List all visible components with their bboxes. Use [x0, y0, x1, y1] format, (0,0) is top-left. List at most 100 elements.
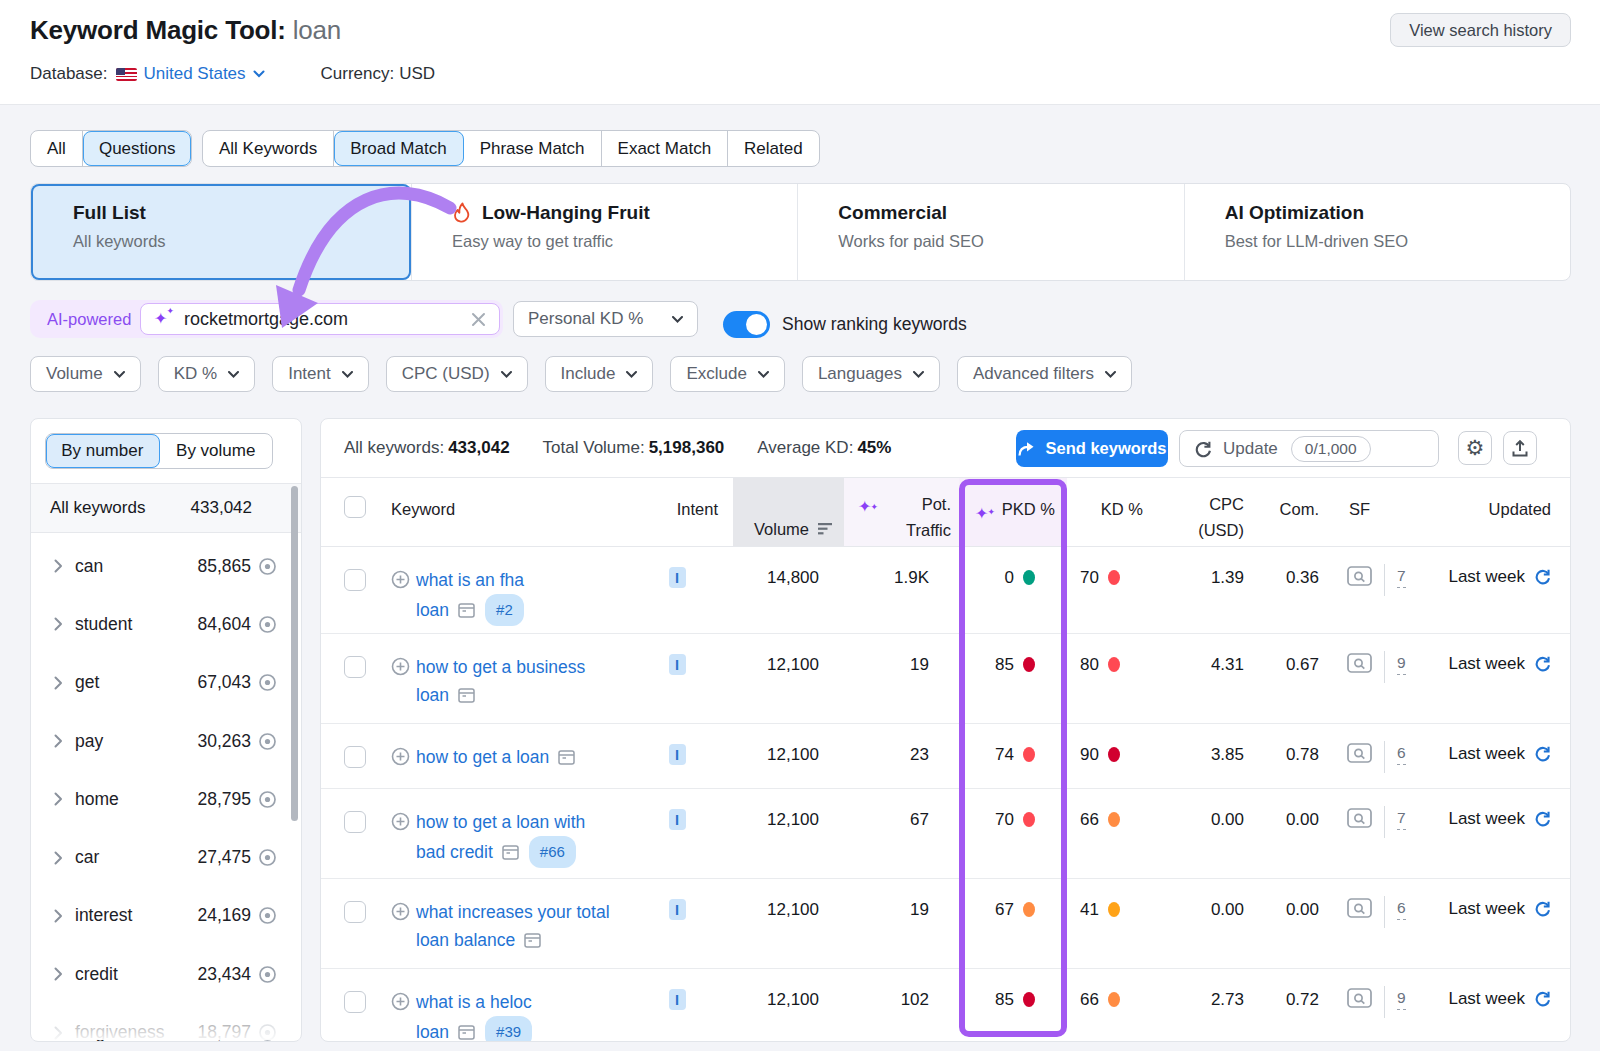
serp-icon[interactable] [458, 603, 475, 618]
filter-advanced-filters[interactable]: Advanced filters [957, 356, 1132, 392]
eye-icon[interactable] [258, 732, 277, 751]
keyword-link[interactable]: bad credit [416, 842, 493, 862]
row-checkbox[interactable] [344, 811, 366, 833]
preset-card-ai-optimization[interactable]: AI OptimizationBest for LLM-driven SEO [1184, 184, 1570, 280]
add-keyword-icon[interactable] [391, 747, 410, 766]
row-checkbox[interactable] [344, 991, 366, 1013]
filter-include[interactable]: Include [545, 356, 654, 392]
col-updated[interactable]: Updated [1431, 478, 1571, 546]
view-search-history-button[interactable]: View search history [1390, 13, 1571, 47]
refresh-icon[interactable] [1534, 990, 1551, 1007]
intent-badge[interactable]: I [669, 809, 686, 830]
serp-icon[interactable] [458, 688, 475, 703]
add-keyword-icon[interactable] [391, 570, 410, 589]
show-ranking-toggle[interactable] [723, 311, 770, 338]
ranking-position-badge[interactable]: #39 [485, 1016, 532, 1042]
intent-badge[interactable]: I [669, 899, 686, 920]
keyword-group-get[interactable]: get67,043 [31, 654, 301, 712]
keyword-link[interactable]: how to get a loan [416, 747, 549, 767]
tab-all[interactable]: All [31, 131, 83, 166]
col-keyword[interactable]: Keyword [367, 478, 621, 546]
eye-icon[interactable] [258, 906, 277, 925]
serp-preview-icon[interactable] [1347, 566, 1372, 586]
preset-card-commercial[interactable]: CommercialWorks for paid SEO [797, 184, 1183, 280]
keyword-link[interactable]: loan [416, 685, 449, 705]
intent-badge[interactable]: I [669, 989, 686, 1010]
serp-icon[interactable] [502, 845, 519, 860]
keyword-group-home[interactable]: home28,795 [31, 770, 301, 828]
row-checkbox[interactable] [344, 656, 366, 678]
settings-button[interactable]: ⚙ [1458, 431, 1492, 465]
keyword-link[interactable]: how to get a loan with [416, 812, 585, 832]
keyword-group-forgiveness[interactable]: forgiveness18,797 [31, 1003, 301, 1042]
search-input[interactable]: rocketmortgage.com [140, 303, 500, 335]
refresh-icon[interactable] [1534, 568, 1551, 585]
filter-exclude[interactable]: Exclude [670, 356, 784, 392]
keyword-link[interactable]: loan [416, 1022, 449, 1042]
refresh-icon[interactable] [1534, 810, 1551, 827]
refresh-icon[interactable] [1534, 900, 1551, 917]
filter-intent[interactable]: Intent [272, 356, 369, 392]
eye-icon[interactable] [258, 790, 277, 809]
sidebar-scrollbar[interactable] [291, 486, 298, 821]
filter-cpc-usd-[interactable]: CPC (USD) [386, 356, 528, 392]
sidebar-tab-by-number[interactable]: By number [46, 434, 160, 468]
intent-badge[interactable]: I [669, 567, 686, 588]
database-select[interactable]: United States [144, 64, 265, 84]
add-keyword-icon[interactable] [391, 992, 410, 1011]
keyword-link[interactable]: loan balance [416, 930, 515, 950]
preset-card-full-list[interactable]: Full ListAll keywords [31, 184, 411, 280]
keyword-group-student[interactable]: student84,604 [31, 595, 301, 653]
col-intent[interactable]: Intent [621, 478, 733, 546]
keyword-group-interest[interactable]: interest24,169 [31, 887, 301, 945]
filter-languages[interactable]: Languages [802, 356, 940, 392]
col-cpc[interactable]: CPC(USD) [1156, 478, 1256, 546]
row-checkbox[interactable] [344, 901, 366, 923]
serp-icon[interactable] [458, 1025, 475, 1040]
serp-preview-icon[interactable] [1347, 808, 1372, 828]
col-pot-traffic[interactable]: Pot.Traffic [844, 478, 959, 546]
serp-icon[interactable] [524, 933, 541, 948]
send-keywords-button[interactable]: Send keywords [1016, 430, 1168, 467]
intent-badge[interactable]: I [669, 744, 686, 765]
tab-all-keywords[interactable]: All Keywords [203, 131, 334, 166]
row-checkbox[interactable] [344, 746, 366, 768]
keyword-link[interactable]: how to get a business [416, 657, 585, 677]
keyword-link[interactable]: what increases your total [416, 902, 610, 922]
sf-count[interactable]: 7 [1397, 567, 1406, 588]
serp-preview-icon[interactable] [1347, 743, 1372, 763]
col-pkd[interactable]: PKD % [959, 478, 1067, 546]
eye-icon[interactable] [258, 848, 277, 867]
keyword-link[interactable]: loan [416, 600, 449, 620]
serp-preview-icon[interactable] [1347, 653, 1372, 673]
sf-count[interactable]: 6 [1397, 899, 1406, 920]
ranking-position-badge[interactable]: #2 [485, 594, 524, 626]
row-checkbox[interactable] [344, 569, 366, 591]
keyword-group-car[interactable]: car27,475 [31, 828, 301, 886]
clear-icon[interactable] [471, 312, 486, 327]
eye-icon[interactable] [258, 557, 277, 576]
sidebar-tab-by-volume[interactable]: By volume [160, 434, 273, 468]
eye-icon[interactable] [258, 615, 277, 634]
col-volume[interactable]: Volume [733, 478, 844, 546]
keyword-group-credit[interactable]: credit23,434 [31, 945, 301, 1003]
filter-volume[interactable]: Volume [30, 356, 141, 392]
add-keyword-icon[interactable] [391, 902, 410, 921]
tab-broad-match[interactable]: Broad Match [334, 131, 463, 166]
keyword-group-pay[interactable]: pay30,263 [31, 712, 301, 770]
eye-icon[interactable] [258, 965, 277, 984]
col-sf[interactable]: SF [1331, 478, 1431, 546]
keyword-group-can[interactable]: can85,865 [31, 537, 301, 595]
serp-preview-icon[interactable] [1347, 898, 1372, 918]
keyword-link[interactable]: what is a heloc [416, 992, 532, 1012]
ranking-position-badge[interactable]: #66 [529, 836, 576, 868]
refresh-icon[interactable] [1534, 745, 1551, 762]
refresh-icon[interactable] [1534, 655, 1551, 672]
serp-preview-icon[interactable] [1347, 988, 1372, 1008]
preset-card-low-hanging-fruit[interactable]: Low-Hanging FruitEasy way to get traffic [411, 184, 797, 280]
tab-related[interactable]: Related [728, 131, 819, 166]
export-button[interactable] [1503, 431, 1537, 465]
update-button[interactable]: Update 0/1,000 [1179, 430, 1439, 467]
tab-questions[interactable]: Questions [83, 131, 192, 166]
col-com[interactable]: Com. [1256, 478, 1331, 546]
